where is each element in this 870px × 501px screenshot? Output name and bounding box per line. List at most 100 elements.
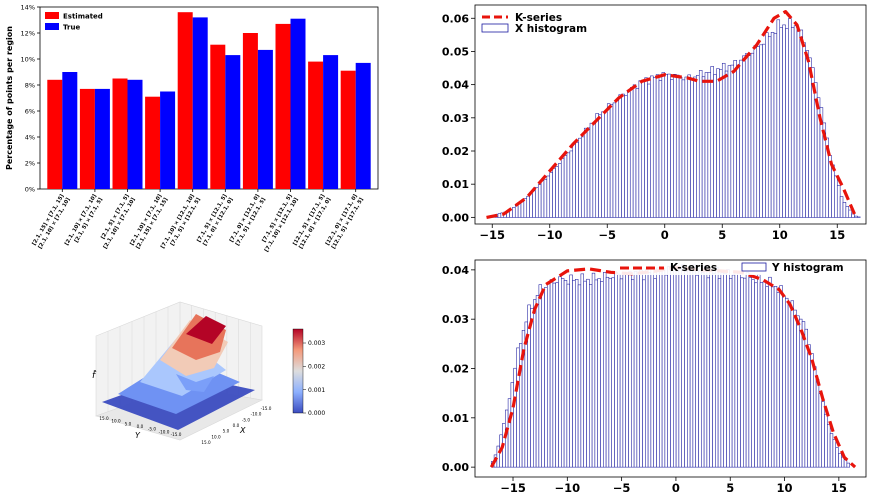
histogram-bar: [740, 277, 744, 468]
histogram-bar: [692, 264, 696, 468]
histogram-bar: [631, 279, 635, 468]
histogram-bar: [645, 269, 649, 468]
histogram-bar: [793, 25, 798, 218]
histogram-bar: [745, 272, 750, 468]
histogram-bar: [558, 163, 562, 218]
histogram-bar: [716, 68, 720, 218]
histogram-bar: [670, 265, 674, 468]
histogram-bar: [838, 453, 842, 468]
histogram-bar: [639, 269, 643, 468]
bar-true: [257, 49, 273, 190]
y-tick-label: 10.0: [111, 419, 121, 424]
histogram-bar: [782, 295, 786, 468]
y-tick-label: 0.05: [442, 45, 469, 58]
x-axis-label: X: [239, 426, 246, 435]
histogram-bar: [788, 18, 792, 218]
histogram-bar: [848, 209, 852, 218]
bar-true: [62, 72, 78, 189]
histogram-bar: [496, 445, 500, 468]
histogram-bar: [673, 267, 677, 468]
histogram-bar: [625, 272, 629, 468]
histogram-bar: [693, 76, 697, 218]
bar-estimated: [308, 61, 324, 189]
legend-label: True: [63, 24, 80, 32]
histogram-bar: [614, 271, 618, 468]
histogram-bar: [842, 202, 847, 218]
histogram-bar: [742, 55, 746, 218]
legend-label: Estimated: [63, 13, 103, 21]
legend-kseries-label: K-series: [515, 12, 562, 24]
histogram-bar: [762, 43, 766, 218]
histogram-bar: [540, 180, 545, 218]
histogram-bar: [621, 93, 625, 218]
bar-true: [323, 55, 339, 189]
histogram-bar: [733, 60, 737, 218]
histogram-bar: [532, 190, 536, 218]
histogram-bar: [586, 278, 590, 468]
histogram-bar: [629, 87, 634, 218]
histogram-bar: [558, 276, 562, 468]
x-tick-label: 5: [726, 481, 734, 495]
x-tick-label: −10: [537, 228, 563, 242]
y-histogram-chart: −15 −10 −5 0 5 10 15 0.00 0.01 0.02 0.03 0.04 K-seri…: [442, 259, 867, 495]
histogram-bar: [526, 195, 530, 218]
histogram-bar: [507, 398, 512, 468]
histogram-bar: [739, 59, 743, 218]
histogram-bar: [802, 42, 806, 218]
histogram-bar: [696, 75, 700, 218]
histogram-bar: [497, 213, 502, 218]
histogram-bar: [719, 68, 723, 218]
histogram-bar: [829, 433, 834, 468]
histogram-bar: [563, 155, 568, 218]
bar-estimated: [145, 96, 161, 189]
histogram-bar: [753, 45, 758, 218]
histogram-bar: [547, 283, 551, 468]
histogram-bar: [612, 102, 617, 218]
histogram-bar: [813, 366, 817, 468]
histogram-bar: [541, 290, 545, 468]
y-tick-label: 2%: [25, 160, 35, 168]
bar-estimated: [210, 44, 226, 190]
y-tick-label: 8%: [25, 82, 35, 90]
y-tick-label: 4%: [25, 134, 35, 142]
histogram-bar: [603, 272, 607, 468]
histogram-bar: [737, 272, 741, 468]
histogram-bar: [510, 382, 514, 468]
histogram-bar: [600, 281, 604, 468]
histogram-bar: [736, 64, 740, 218]
histogram-bar: [681, 264, 685, 468]
histogram-bar: [597, 278, 601, 468]
histogram-bar: [835, 447, 839, 468]
histogram-bar: [615, 99, 620, 218]
histogram-bar: [801, 321, 806, 468]
histogram-bar: [566, 152, 571, 218]
histogram-bar: [689, 269, 694, 468]
histogram-bar: [790, 300, 794, 468]
histogram-bar: [721, 62, 726, 218]
histogram-bar: [627, 90, 631, 218]
histogram-bar: [658, 80, 663, 218]
histogram-bar: [768, 276, 772, 468]
histogram-bar: [652, 77, 657, 218]
histogram-bar: [727, 65, 732, 218]
histogram-bar: [667, 266, 671, 468]
histogram-bar: [707, 72, 712, 218]
histogram-bar: [650, 269, 654, 468]
bar-estimated: [112, 78, 128, 189]
histogram-bar: [594, 279, 598, 468]
x-tick-label: -15.0: [261, 406, 272, 411]
histogram-bar: [578, 137, 582, 218]
histogram-bar: [759, 282, 764, 468]
histogram-bar: [543, 179, 548, 218]
legend-box: [615, 261, 865, 275]
histogram-bar: [628, 271, 632, 468]
histogram-bar: [757, 274, 761, 468]
histogram-bar: [854, 215, 858, 218]
histogram-bar: [715, 267, 719, 468]
y-tick-label: 0.00: [442, 211, 469, 224]
x-tick-label: −5: [598, 228, 616, 242]
histogram-bar: [734, 272, 738, 468]
legend-hist-swatch: [481, 23, 509, 33]
histogram-bar: [519, 343, 523, 468]
histogram-bar: [698, 270, 702, 468]
